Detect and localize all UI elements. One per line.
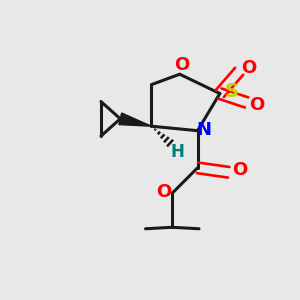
- Text: H: H: [170, 143, 184, 161]
- Text: O: O: [232, 161, 247, 179]
- Polygon shape: [119, 113, 152, 126]
- Text: S: S: [224, 82, 238, 101]
- Text: O: O: [241, 59, 256, 77]
- Text: O: O: [249, 96, 264, 114]
- Text: O: O: [156, 183, 172, 201]
- Text: N: N: [196, 121, 211, 139]
- Text: O: O: [175, 56, 190, 74]
